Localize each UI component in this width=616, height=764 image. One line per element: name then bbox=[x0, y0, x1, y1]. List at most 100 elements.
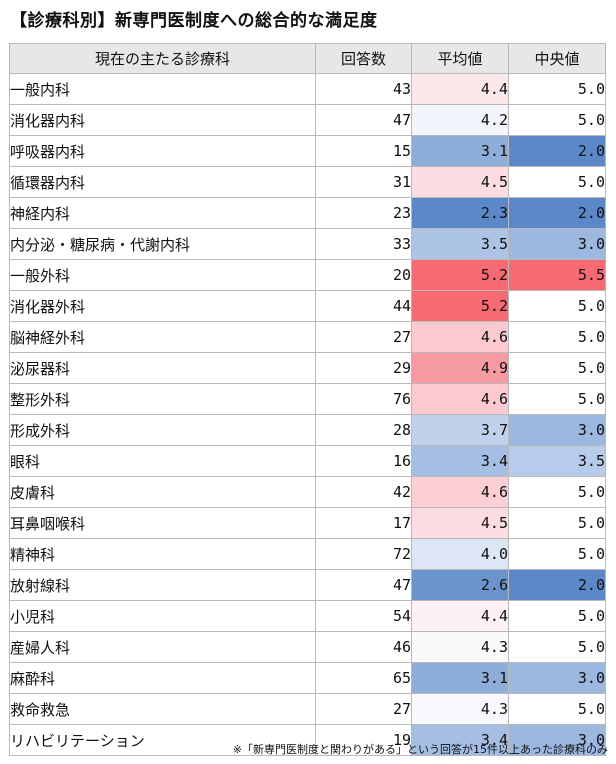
median-cell: 5.0 bbox=[508, 600, 606, 632]
median-cell: 2.0 bbox=[508, 135, 606, 167]
table-row: リハビリテーション 19 3.4 3.0 bbox=[9, 724, 606, 756]
mean-cell: 3.1 bbox=[411, 662, 509, 694]
table-row: 整形外科 76 4.6 5.0 bbox=[9, 383, 606, 415]
median-cell: 5.5 bbox=[508, 259, 606, 291]
count-cell: 47 bbox=[315, 104, 412, 136]
table-row: 眼科 16 3.4 3.5 bbox=[9, 445, 606, 477]
count-cell: 20 bbox=[315, 259, 412, 291]
satisfaction-table: 現在の主たる診療科 回答数 平均値 中央値 一般内科 43 4.4 5.0 消化器内科 4… bbox=[9, 43, 606, 756]
table-row: 一般外科 20 5.2 5.5 bbox=[9, 259, 606, 291]
mean-cell: 4.3 bbox=[411, 693, 509, 725]
department-cell: 一般外科 bbox=[9, 259, 316, 291]
department-cell: 泌尿器科 bbox=[9, 352, 316, 384]
table-row: 内分泌・糖尿病・代謝内科 33 3.5 3.0 bbox=[9, 228, 606, 260]
mean-cell: 2.3 bbox=[411, 197, 509, 229]
mean-cell: 4.2 bbox=[411, 104, 509, 136]
department-cell: 産婦人科 bbox=[9, 631, 316, 663]
table-row: 救命救急 27 4.3 5.0 bbox=[9, 693, 606, 725]
footnote: ※「新専門医制度と関わりがある」という回答が15件以上あった診療科のみ bbox=[232, 743, 608, 756]
department-cell: 耳鼻咽喉科 bbox=[9, 507, 316, 539]
mean-cell: 5.2 bbox=[411, 259, 509, 291]
table-row: 精神科 72 4.0 5.0 bbox=[9, 538, 606, 570]
department-cell: 形成外科 bbox=[9, 414, 316, 446]
mean-cell: 3.7 bbox=[411, 414, 509, 446]
median-cell: 3.0 bbox=[508, 662, 606, 694]
table-row: 放射線科 47 2.6 2.0 bbox=[9, 569, 606, 601]
median-cell: 5.0 bbox=[508, 507, 606, 539]
count-cell: 76 bbox=[315, 383, 412, 415]
median-cell: 5.0 bbox=[508, 383, 606, 415]
table-row: 小児科 54 4.4 5.0 bbox=[9, 600, 606, 632]
table-row: 神経内科 23 2.3 2.0 bbox=[9, 197, 606, 229]
median-cell: 3.5 bbox=[508, 445, 606, 477]
mean-cell: 4.6 bbox=[411, 383, 509, 415]
department-cell: 脳神経外科 bbox=[9, 321, 316, 353]
table-body: 一般内科 43 4.4 5.0 消化器内科 47 4.2 5.0 呼吸器内科 15 3.1 2.0 循環… bbox=[9, 73, 606, 756]
column-header-count: 回答数 bbox=[315, 43, 412, 74]
mean-cell: 3.4 bbox=[411, 445, 509, 477]
department-cell: 精神科 bbox=[9, 538, 316, 570]
count-cell: 28 bbox=[315, 414, 412, 446]
median-cell: 5.0 bbox=[508, 290, 606, 322]
count-cell: 72 bbox=[315, 538, 412, 570]
median-cell: 5.0 bbox=[508, 693, 606, 725]
department-cell: 神経内科 bbox=[9, 197, 316, 229]
mean-cell: 4.6 bbox=[411, 321, 509, 353]
table-row: 一般内科 43 4.4 5.0 bbox=[9, 73, 606, 105]
column-header-mean: 平均値 bbox=[411, 43, 509, 74]
count-cell: 17 bbox=[315, 507, 412, 539]
mean-cell: 2.6 bbox=[411, 569, 509, 601]
count-cell: 31 bbox=[315, 166, 412, 198]
count-cell: 15 bbox=[315, 135, 412, 167]
median-cell: 5.0 bbox=[508, 538, 606, 570]
median-cell: 5.0 bbox=[508, 104, 606, 136]
mean-cell: 4.5 bbox=[411, 166, 509, 198]
department-cell: 呼吸器内科 bbox=[9, 135, 316, 167]
mean-cell: 4.4 bbox=[411, 600, 509, 632]
mean-cell: 5.2 bbox=[411, 290, 509, 322]
table-row: 麻酔科 65 3.1 3.0 bbox=[9, 662, 606, 694]
mean-cell: 4.4 bbox=[411, 73, 509, 105]
column-header-median: 中央値 bbox=[508, 43, 606, 74]
median-cell: 5.0 bbox=[508, 321, 606, 353]
department-cell: 一般内科 bbox=[9, 73, 316, 105]
table-row: 皮膚科 42 4.6 5.0 bbox=[9, 476, 606, 508]
department-cell: リハビリテーション bbox=[9, 724, 316, 756]
median-cell: 3.0 bbox=[508, 414, 606, 446]
department-cell: 整形外科 bbox=[9, 383, 316, 415]
department-cell: 消化器内科 bbox=[9, 104, 316, 136]
count-cell: 42 bbox=[315, 476, 412, 508]
department-cell: 麻酔科 bbox=[9, 662, 316, 694]
median-cell: 5.0 bbox=[508, 476, 606, 508]
median-cell: 2.0 bbox=[508, 569, 606, 601]
department-cell: 消化器外科 bbox=[9, 290, 316, 322]
count-cell: 23 bbox=[315, 197, 412, 229]
department-cell: 放射線科 bbox=[9, 569, 316, 601]
median-cell: 3.0 bbox=[508, 724, 606, 756]
table-row: 脳神経外科 27 4.6 5.0 bbox=[9, 321, 606, 353]
table-row: 呼吸器内科 15 3.1 2.0 bbox=[9, 135, 606, 167]
count-cell: 16 bbox=[315, 445, 412, 477]
page-title: 【診療科別】新専門医制度への総合的な満足度 bbox=[10, 11, 378, 31]
median-cell: 5.0 bbox=[508, 352, 606, 384]
department-cell: 小児科 bbox=[9, 600, 316, 632]
table-header-row: 現在の主たる診療科 回答数 平均値 中央値 bbox=[9, 43, 606, 74]
department-cell: 皮膚科 bbox=[9, 476, 316, 508]
mean-cell: 3.5 bbox=[411, 228, 509, 260]
department-cell: 内分泌・糖尿病・代謝内科 bbox=[9, 228, 316, 260]
count-cell: 43 bbox=[315, 73, 412, 105]
count-cell: 19 bbox=[315, 724, 412, 756]
count-cell: 44 bbox=[315, 290, 412, 322]
count-cell: 29 bbox=[315, 352, 412, 384]
count-cell: 47 bbox=[315, 569, 412, 601]
mean-cell: 4.3 bbox=[411, 631, 509, 663]
table-row: 消化器外科 44 5.2 5.0 bbox=[9, 290, 606, 322]
mean-cell: 3.1 bbox=[411, 135, 509, 167]
median-cell: 5.0 bbox=[508, 631, 606, 663]
department-cell: 眼科 bbox=[9, 445, 316, 477]
mean-cell: 4.0 bbox=[411, 538, 509, 570]
count-cell: 27 bbox=[315, 693, 412, 725]
mean-cell: 4.9 bbox=[411, 352, 509, 384]
table-row: 消化器内科 47 4.2 5.0 bbox=[9, 104, 606, 136]
mean-cell: 4.6 bbox=[411, 476, 509, 508]
